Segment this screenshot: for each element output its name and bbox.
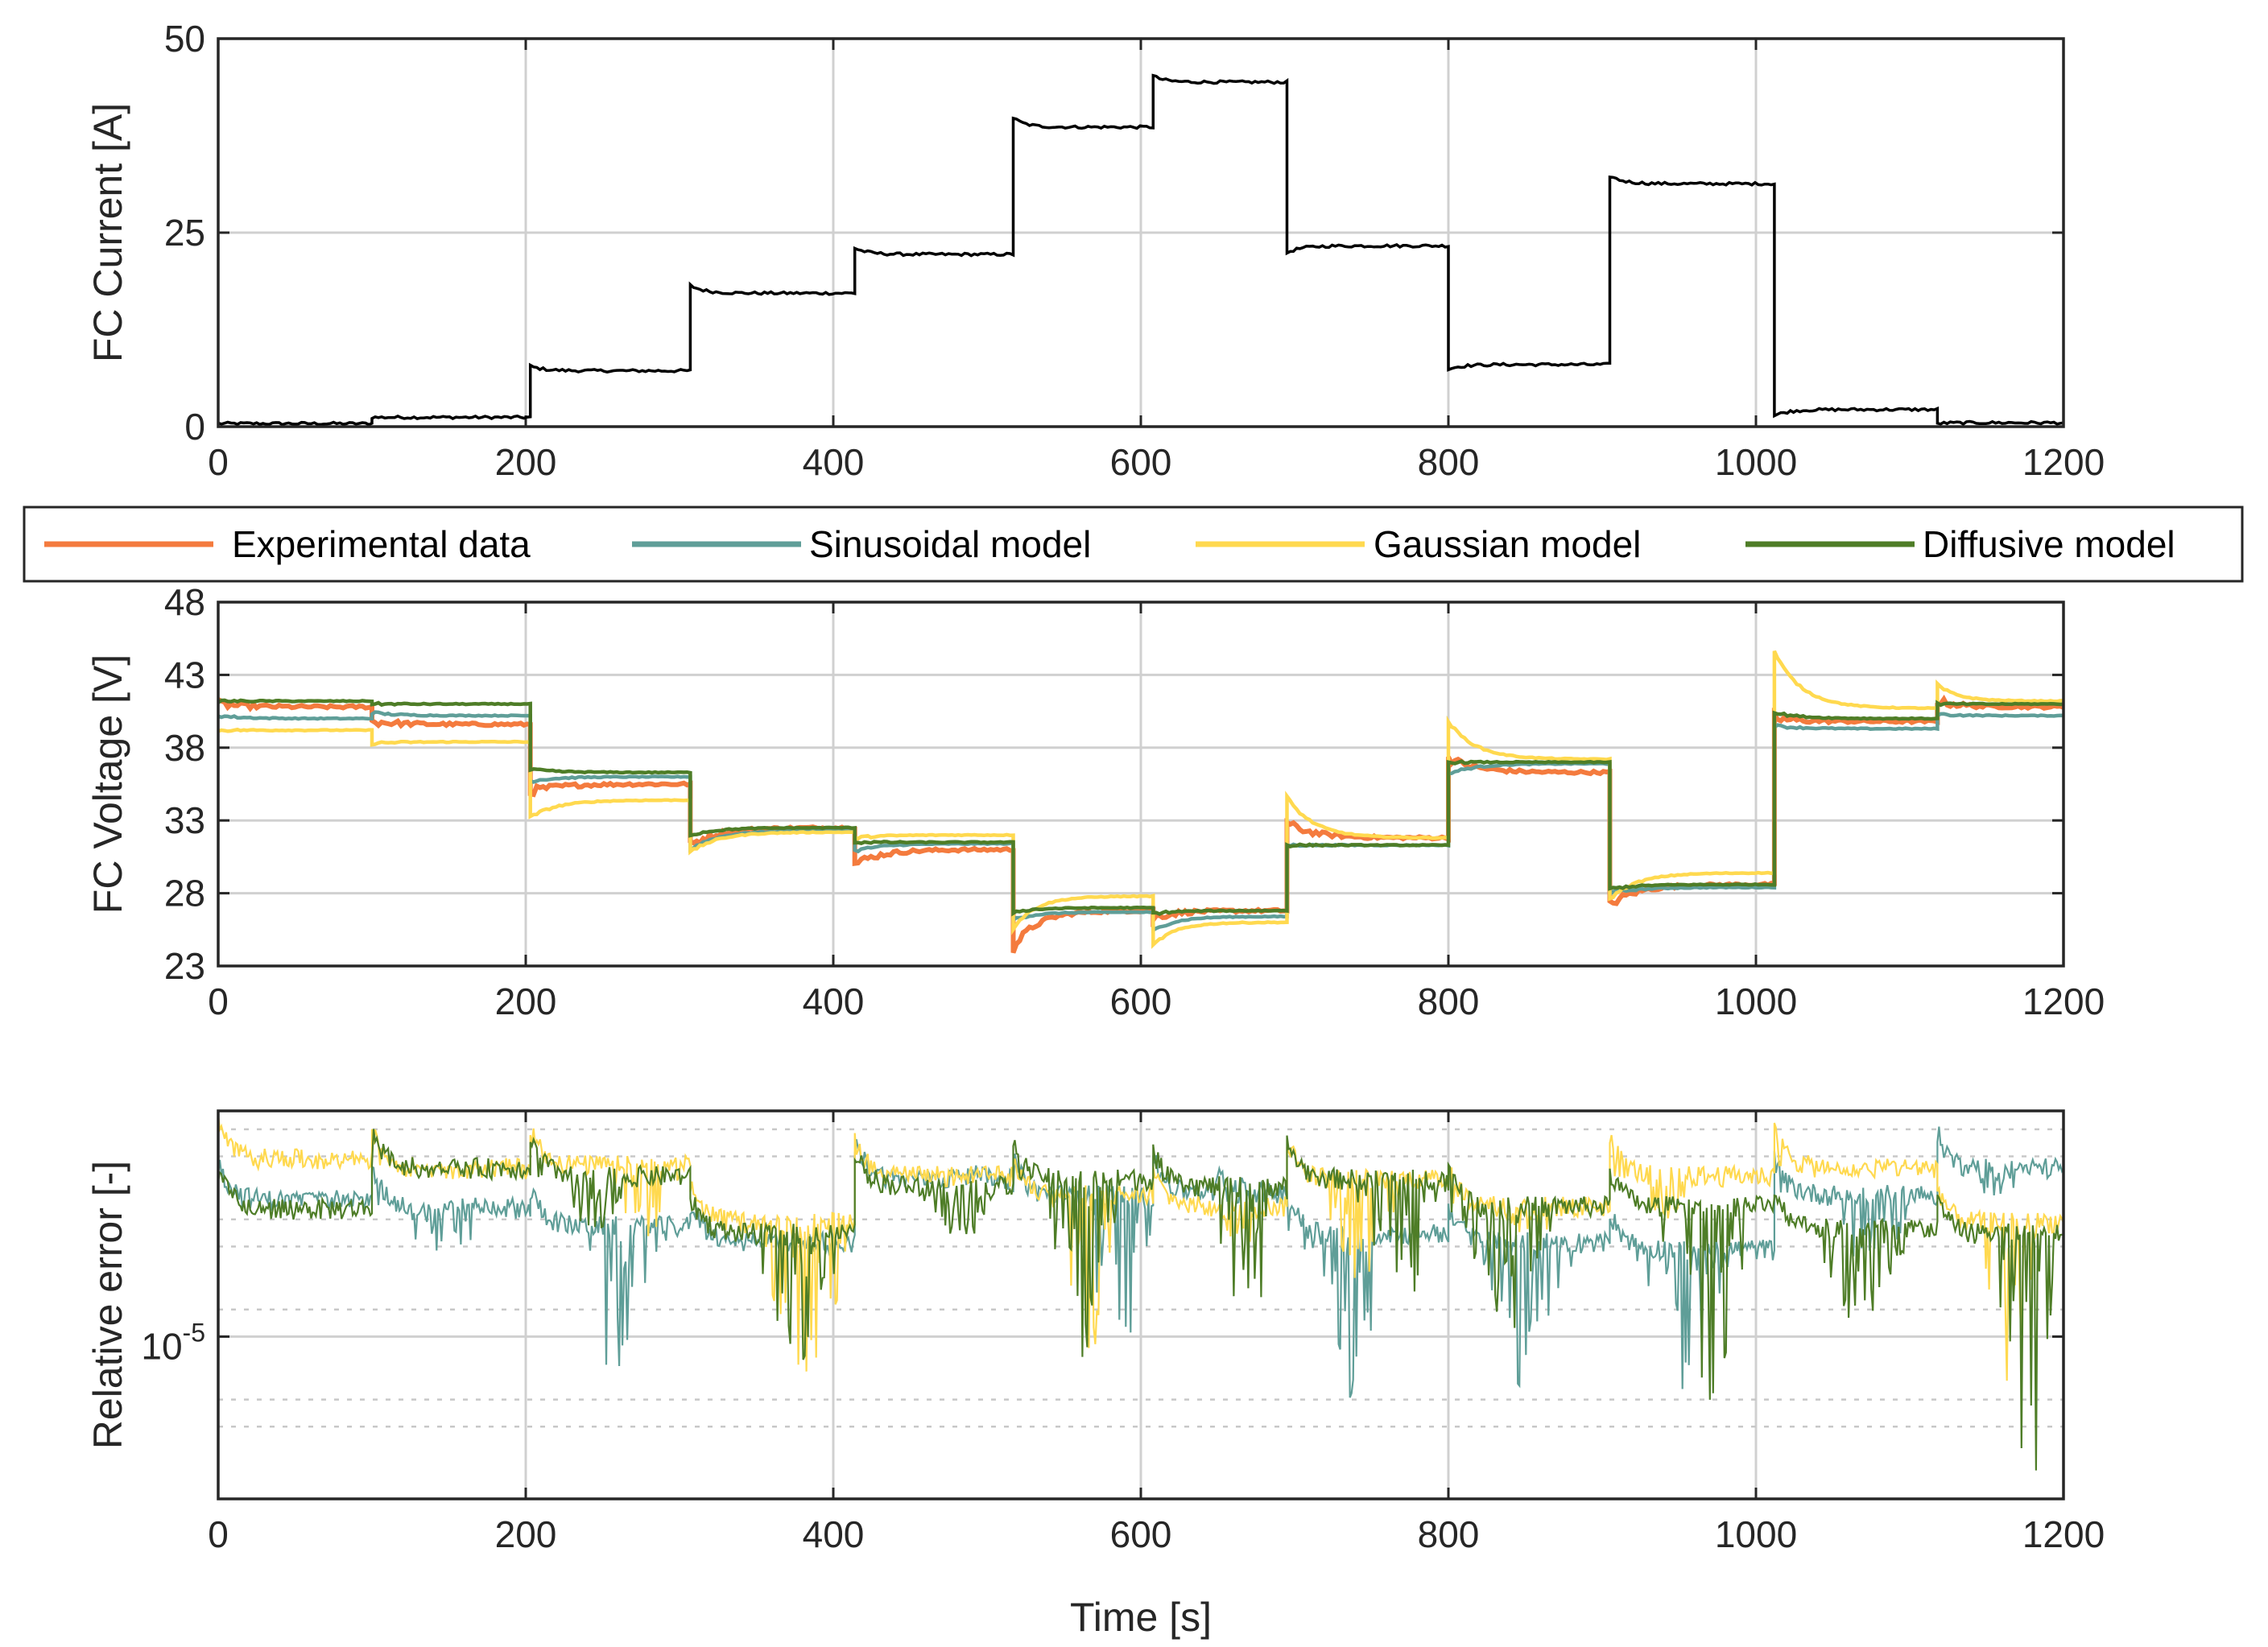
x-tick-label: 0 (208, 441, 229, 483)
legend-label: Sinusoidal model (809, 523, 1091, 565)
x-tick-label: 1200 (2022, 1513, 2105, 1555)
plot-area (218, 650, 2064, 954)
y-tick-label: 25 (164, 212, 205, 254)
plot-area (218, 73, 2064, 427)
legend-label: Experimental data (232, 523, 531, 565)
legend: Experimental data Sinusoidal model Gaussia… (23, 506, 2244, 583)
voltage-line-2 (218, 710, 2064, 934)
x-tick-label: 600 (1110, 980, 1172, 1022)
y-tick-label: 33 (164, 799, 205, 841)
x-tick-label: 800 (1418, 441, 1480, 483)
x-tick-label: 1200 (2022, 980, 2105, 1022)
x-tick-label: 200 (495, 980, 557, 1022)
x-tick-label: 1000 (1715, 980, 1797, 1022)
x-tick-label: 400 (803, 1513, 865, 1555)
x-axis-label: Time [s] (1070, 1595, 1212, 1640)
x-tick-label: 200 (495, 1513, 557, 1555)
y-tick-label: 28 (164, 873, 205, 914)
x-tick-label: 600 (1110, 441, 1172, 483)
x-tick-label: 800 (1418, 980, 1480, 1022)
x-tick-label: 1000 (1715, 441, 1797, 483)
error-line-3 (218, 1129, 2064, 1471)
y-tick-label: 48 (164, 581, 205, 623)
y-tick-label: 0 (184, 406, 205, 448)
panel-voltage: 23 28 33 38 43 48 0 200 400 600 800 1000 1200 FC Volt… (85, 581, 2105, 1022)
axes-box (217, 37, 2065, 428)
axes-box (217, 601, 2065, 968)
x-tick-label: 0 (208, 980, 229, 1022)
y-axis-label: FC Current [A] (85, 103, 130, 362)
plot-area (218, 1114, 2064, 1471)
x-tick-label: 200 (495, 441, 557, 483)
x-tick-label: 1200 (2022, 441, 2105, 483)
y-tick-label: 50 (164, 18, 205, 60)
legend-label: Diffusive model (1923, 523, 2175, 565)
y-tick-label: 43 (164, 654, 205, 696)
y-axis-label: Relative error [-] (85, 1161, 130, 1449)
y-tick-label: 38 (164, 727, 205, 769)
y-tick-label: 23 (164, 945, 205, 987)
x-tick-label: 800 (1418, 1513, 1480, 1555)
panel-current: 0 25 50 0 200 400 600 800 1000 1200 FC Current [A] (85, 18, 2105, 483)
y-tick-base: 10 (141, 1325, 182, 1367)
x-tick-label: 400 (803, 980, 865, 1022)
x-tick-label: 1000 (1715, 1513, 1797, 1555)
legend-label: Gaussian model (1374, 523, 1641, 565)
error-line-1 (218, 1126, 2064, 1398)
axes-box (217, 1109, 2065, 1500)
error-line-2 (218, 1114, 2064, 1381)
y-tick-exponent: -5 (183, 1318, 205, 1347)
voltage-line-4 (218, 698, 2064, 917)
x-tick-label: 600 (1110, 1513, 1172, 1555)
current-line (218, 73, 2064, 427)
x-tick-label: 0 (208, 1513, 229, 1555)
panel-error: 10-5 0 200 400 600 800 1000 1200 Relative error … (85, 1109, 2105, 1640)
y-tick-label: 10-5 (141, 1318, 205, 1367)
x-tick-label: 400 (803, 441, 865, 483)
y-axis-label: FC Voltage [V] (85, 654, 130, 914)
voltage-line-3 (218, 650, 2064, 949)
